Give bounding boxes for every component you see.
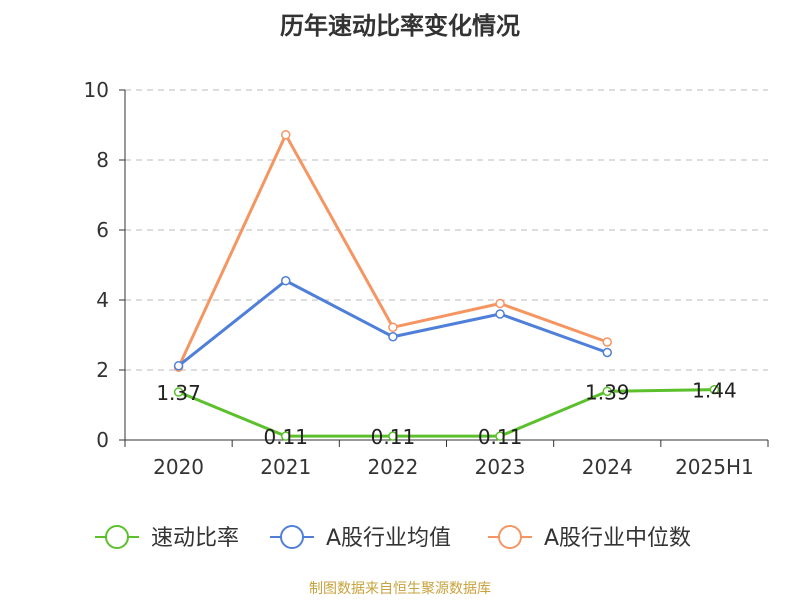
- data-label: 1.44: [692, 379, 737, 403]
- legend-marker: [105, 525, 129, 549]
- chart-title: 历年速动比率变化情况: [280, 12, 520, 40]
- data-point: [173, 361, 184, 371]
- data-label: 1.37: [156, 381, 201, 405]
- legend-marker: [498, 525, 522, 549]
- data-point: [281, 276, 291, 286]
- data-point: [495, 309, 505, 319]
- data-label: 0.11: [371, 425, 416, 449]
- y-tick-label: 0: [96, 428, 109, 452]
- x-tick-label: 2024: [582, 455, 633, 479]
- data-point: [281, 431, 291, 441]
- x-tick-label: 2021: [260, 455, 311, 479]
- data-label: 1.39: [585, 380, 630, 404]
- legend-marker: [280, 525, 304, 549]
- data-point: [495, 298, 505, 309]
- data-point: [709, 384, 720, 395]
- data-point: [602, 347, 612, 358]
- legend-label: 速动比率: [151, 526, 239, 551]
- data-label: 0.11: [478, 425, 523, 449]
- data-point: [281, 130, 291, 140]
- y-tick-label: 2: [96, 358, 109, 382]
- x-tick-label: 2025H1: [675, 455, 754, 479]
- legend-label: A股行业均值: [326, 526, 451, 551]
- y-tick-label: 8: [96, 148, 109, 172]
- data-point: [602, 337, 612, 347]
- data-point: [602, 386, 612, 397]
- y-tick-label: 10: [84, 78, 109, 102]
- x-tick-label: 2020: [153, 455, 204, 479]
- x-tick-label: 2023: [475, 455, 526, 479]
- legend-label: A股行业中位数: [544, 526, 691, 551]
- data-point: [495, 431, 505, 441]
- data-point: [388, 431, 398, 441]
- data-label: 0.11: [263, 425, 308, 449]
- data-point: [388, 332, 398, 342]
- x-tick-label: 2022: [367, 455, 418, 479]
- y-tick-label: 4: [96, 288, 109, 312]
- data-point: [388, 322, 398, 333]
- data-source-note: 制图数据来自恒生聚源数据库: [309, 581, 491, 597]
- data-point: [173, 387, 184, 397]
- y-tick-label: 6: [96, 218, 109, 242]
- series-line: [178, 388, 715, 438]
